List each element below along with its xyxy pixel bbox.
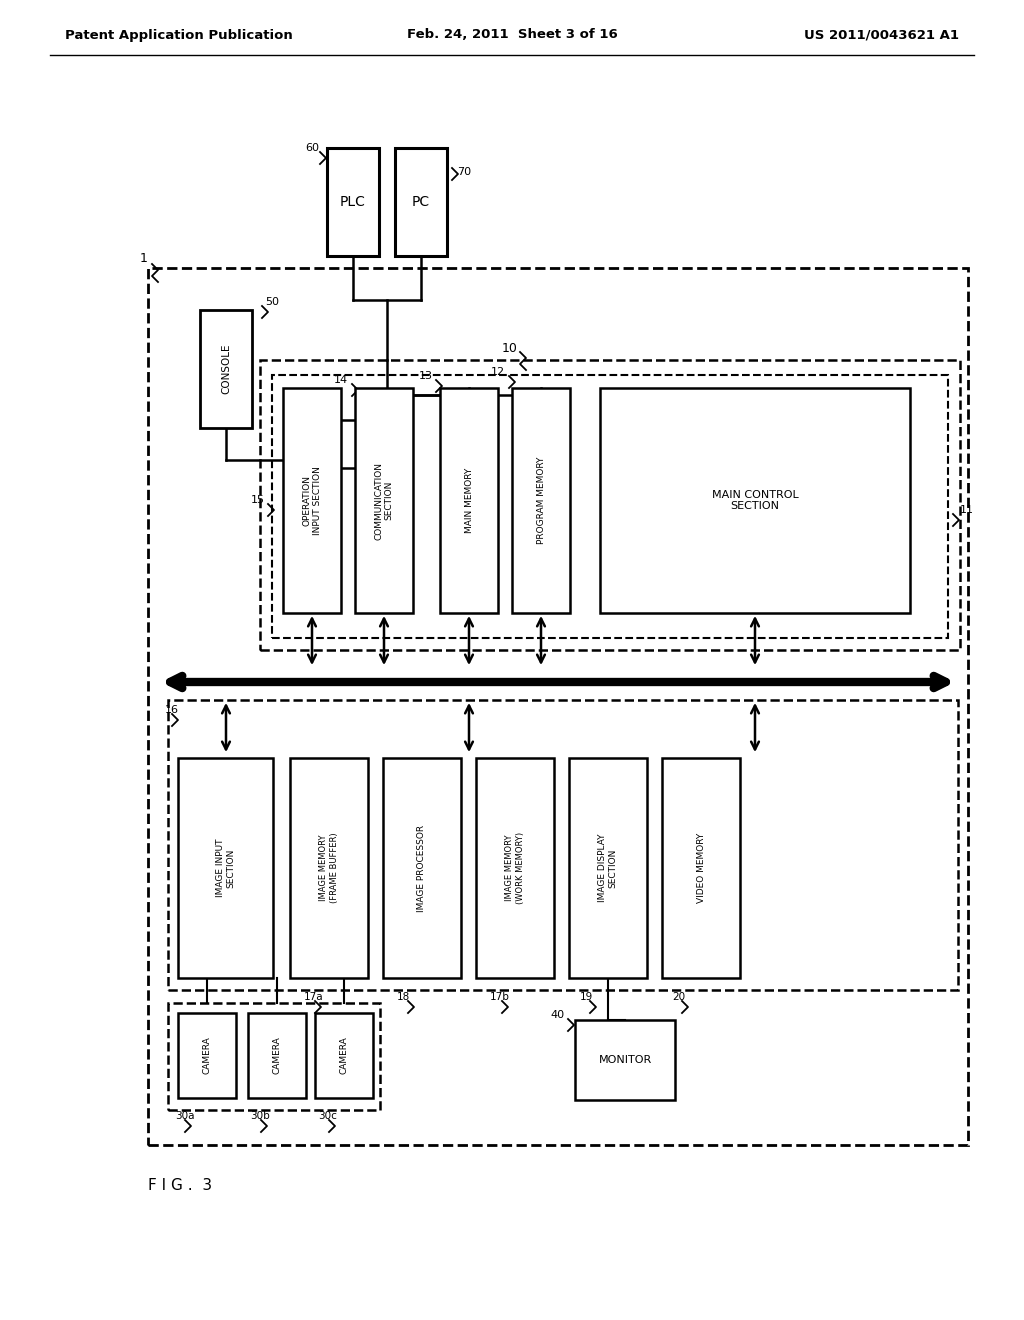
- Text: MAIN CONTROL
SECTION: MAIN CONTROL SECTION: [712, 490, 799, 511]
- Bar: [327, 148, 379, 256]
- Bar: [283, 388, 341, 612]
- Bar: [662, 758, 740, 978]
- Text: 18: 18: [397, 993, 411, 1002]
- Bar: [440, 388, 498, 612]
- Text: 19: 19: [580, 993, 593, 1002]
- Text: IMAGE PROCESSOR: IMAGE PROCESSOR: [418, 825, 427, 912]
- Text: Patent Application Publication: Patent Application Publication: [65, 29, 293, 41]
- Text: CAMERA: CAMERA: [203, 1036, 212, 1074]
- Text: 17a: 17a: [304, 993, 324, 1002]
- Bar: [355, 388, 413, 612]
- Text: 14: 14: [334, 375, 348, 385]
- Text: PLC: PLC: [340, 195, 366, 209]
- Text: 30c: 30c: [318, 1111, 337, 1121]
- Bar: [383, 758, 461, 978]
- Text: 30a: 30a: [175, 1111, 195, 1121]
- Text: 17b: 17b: [490, 993, 510, 1002]
- Bar: [148, 268, 968, 1144]
- Text: 70: 70: [457, 168, 471, 177]
- Text: 30b: 30b: [250, 1111, 269, 1121]
- Bar: [600, 388, 910, 612]
- Text: MONITOR: MONITOR: [598, 1055, 651, 1065]
- Text: CONSOLE: CONSOLE: [221, 343, 231, 395]
- Text: 11: 11: [961, 506, 974, 515]
- Bar: [272, 375, 948, 638]
- Text: IMAGE INPUT
SECTION: IMAGE INPUT SECTION: [216, 838, 236, 898]
- Bar: [569, 758, 647, 978]
- Text: F I G .  3: F I G . 3: [148, 1177, 212, 1192]
- Text: 16: 16: [165, 705, 179, 715]
- Text: 40: 40: [551, 1010, 565, 1020]
- Text: 12: 12: [490, 367, 505, 378]
- Text: IMAGE MEMORY
(FRAME BUFFER): IMAGE MEMORY (FRAME BUFFER): [319, 833, 339, 903]
- Bar: [395, 148, 447, 256]
- Bar: [260, 360, 961, 649]
- Text: 50: 50: [265, 297, 279, 308]
- Bar: [290, 758, 368, 978]
- Bar: [168, 1003, 380, 1110]
- Text: US 2011/0043621 A1: US 2011/0043621 A1: [804, 29, 959, 41]
- Bar: [248, 1012, 306, 1098]
- Text: MAIN MEMORY: MAIN MEMORY: [465, 467, 473, 533]
- Text: IMAGE DISPLAY
SECTION: IMAGE DISPLAY SECTION: [598, 834, 617, 903]
- Text: OPERATION
INPUT SECTION: OPERATION INPUT SECTION: [302, 466, 322, 535]
- Text: 13: 13: [419, 371, 433, 381]
- Text: CAMERA: CAMERA: [272, 1036, 282, 1074]
- Text: VIDEO MEMORY: VIDEO MEMORY: [696, 833, 706, 903]
- Text: PC: PC: [412, 195, 430, 209]
- Bar: [315, 1012, 373, 1098]
- Text: PROGRAM MEMORY: PROGRAM MEMORY: [537, 457, 546, 544]
- Text: IMAGE MEMORY
(WORK MEMORY): IMAGE MEMORY (WORK MEMORY): [505, 832, 524, 904]
- Bar: [476, 758, 554, 978]
- Bar: [178, 758, 273, 978]
- Bar: [575, 1020, 675, 1100]
- Bar: [512, 388, 570, 612]
- Text: COMMUNICATION
SECTION: COMMUNICATION SECTION: [375, 462, 393, 540]
- Text: 20: 20: [672, 993, 685, 1002]
- Bar: [200, 310, 252, 428]
- Text: CAMERA: CAMERA: [340, 1036, 348, 1074]
- Text: 1: 1: [140, 252, 148, 264]
- Bar: [168, 700, 958, 990]
- Bar: [178, 1012, 236, 1098]
- Text: 15: 15: [251, 495, 265, 506]
- Text: Feb. 24, 2011  Sheet 3 of 16: Feb. 24, 2011 Sheet 3 of 16: [407, 29, 617, 41]
- Text: 60: 60: [305, 143, 319, 153]
- Text: 10: 10: [502, 342, 518, 355]
